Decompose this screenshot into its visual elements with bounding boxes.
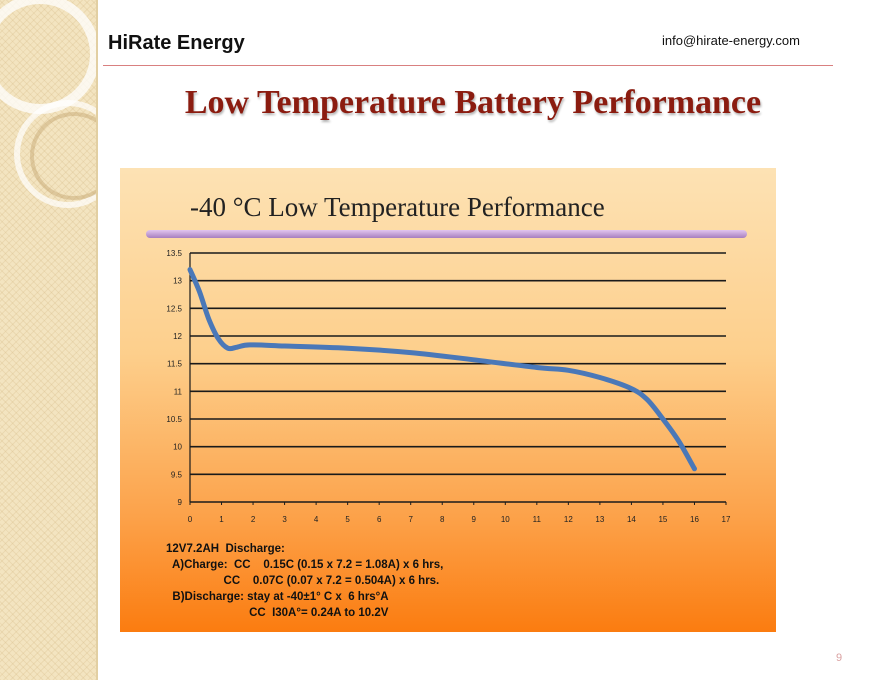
notes-line: CC 0.07C (0.07 x 7.2 = 0.504A) x 6 hrs. — [166, 575, 440, 587]
company-name: HiRate Energy — [108, 32, 245, 54]
y-tick-label: 11 — [174, 387, 183, 396]
decorative-circle — [30, 112, 96, 200]
y-tick-label: 9.5 — [171, 470, 183, 479]
x-tick-label: 12 — [564, 515, 573, 524]
chart-panel: -40 °C Low Temperature Performance 9 9.5 1… — [120, 168, 776, 632]
y-tick-label: 12 — [173, 332, 182, 341]
x-tick-label: 14 — [627, 515, 636, 524]
x-tick-label: 1 — [219, 515, 224, 524]
y-tick-label: 13.5 — [166, 249, 182, 258]
x-tick-label: 2 — [251, 515, 256, 524]
x-tick-label: 15 — [658, 515, 667, 524]
page-number: 9 — [836, 652, 843, 664]
x-tick-label: 9 — [472, 515, 477, 524]
contact-email: info@hirate-energy.com — [662, 33, 800, 48]
x-tick-label: 16 — [690, 515, 699, 524]
title-underline-bar — [146, 230, 747, 238]
x-tick-label: 11 — [533, 515, 542, 524]
notes-line: A)Charge: CC 0.15C (0.15 x 7.2 = 1.08A) … — [166, 559, 444, 571]
x-tick-label: 0 — [188, 515, 193, 524]
x-tick-label: 10 — [501, 515, 510, 524]
notes-line: 12V7.2AH Discharge: — [166, 543, 285, 555]
notes-line: B)Discharge: stay at -40±1° C x 6 hrs°A — [166, 591, 389, 603]
header-divider — [103, 65, 833, 66]
y-tick-label: 13 — [173, 277, 182, 286]
y-tick-label: 9 — [178, 498, 183, 507]
voltage-curve — [187, 267, 697, 472]
chart-title: -40 °C Low Temperature Performance — [190, 192, 605, 222]
y-tick-label: 12.5 — [166, 304, 182, 313]
x-tick-label: 3 — [282, 515, 287, 524]
x-tick-label: 7 — [408, 515, 413, 524]
x-tick-label: 8 — [440, 515, 445, 524]
x-tick-label: 13 — [595, 515, 604, 524]
x-tick-label: 17 — [722, 515, 731, 524]
notes-line: CC I30A°= 0.24A to 10.2V — [166, 607, 389, 619]
y-tick-label: 10.5 — [166, 415, 182, 424]
y-tick-label: 10 — [173, 443, 182, 452]
x-tick-label: 5 — [345, 515, 350, 524]
x-tick-label: 4 — [314, 515, 319, 524]
decorative-circle — [14, 100, 96, 208]
test-conditions-notes: 12V7.2AH Discharge: A)Charge: CC 0.15C (… — [166, 541, 443, 621]
x-tick-label: 6 — [377, 515, 382, 524]
slide-title: Low Temperature Battery Performance — [184, 84, 762, 121]
y-tick-label: 11.5 — [167, 360, 183, 369]
decorative-sidebar — [0, 0, 98, 680]
